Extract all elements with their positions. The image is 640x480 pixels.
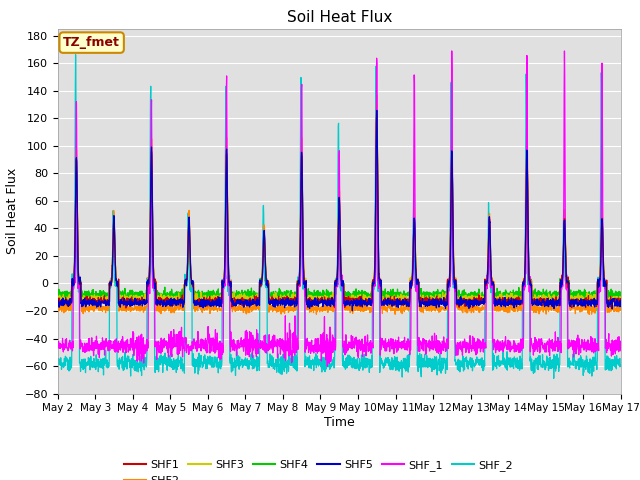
Line: SHF1: SHF1 — [58, 114, 621, 308]
SHF_2 — [211, 360, 219, 366]
X-axis label: Time: Time — [324, 416, 355, 429]
SHF5 — [617, 297, 625, 303]
SHF1 — [211, 296, 219, 301]
SHF4 — [356, 292, 364, 298]
Title: Soil Heat Flux: Soil Heat Flux — [287, 10, 392, 25]
SHF4 — [372, 122, 380, 128]
SHF4 — [617, 293, 625, 299]
SHF3 — [211, 293, 219, 299]
SHF5 — [349, 308, 356, 314]
SHF4 — [568, 295, 575, 301]
SHF_1 — [54, 345, 61, 351]
SHF2 — [568, 302, 575, 308]
SHF1 — [568, 297, 575, 303]
Line: SHF3: SHF3 — [58, 120, 621, 305]
SHF3 — [356, 297, 364, 302]
SHF5 — [54, 297, 61, 302]
SHF_1 — [568, 337, 575, 343]
SHF3 — [368, 297, 376, 303]
SHF3 — [372, 118, 380, 123]
SHF1 — [372, 111, 380, 117]
SHF_1 — [368, 342, 376, 348]
SHF4 — [54, 290, 61, 296]
Y-axis label: Soil Heat Flux: Soil Heat Flux — [6, 168, 19, 254]
Line: SHF_1: SHF_1 — [58, 51, 621, 366]
SHF1 — [368, 299, 376, 304]
SHF5 — [368, 300, 376, 306]
SHF5 — [504, 302, 511, 308]
Line: SHF4: SHF4 — [58, 125, 621, 302]
SHF5 — [373, 108, 381, 113]
SHF3 — [617, 295, 625, 301]
SHF1 — [617, 297, 625, 303]
SHF3 — [568, 296, 575, 302]
Line: SHF5: SHF5 — [58, 110, 621, 311]
Text: TZ_fmet: TZ_fmet — [63, 36, 120, 49]
SHF2 — [586, 312, 593, 317]
SHF_1 — [448, 48, 456, 54]
SHF4 — [368, 289, 376, 295]
SHF2 — [583, 305, 591, 311]
SHF4 — [211, 293, 218, 299]
Line: SHF_2: SHF_2 — [58, 55, 621, 378]
SHF_1 — [323, 363, 331, 369]
SHF_1 — [617, 348, 625, 354]
SHF3 — [54, 296, 61, 301]
SHF1 — [122, 305, 130, 311]
SHF_2 — [568, 360, 575, 366]
SHF1 — [583, 297, 591, 302]
SHF_2 — [54, 358, 61, 364]
SHF4 — [502, 300, 510, 305]
SHF2 — [503, 307, 511, 313]
SHF2 — [211, 303, 218, 309]
SHF4 — [583, 291, 591, 297]
SHF_2 — [503, 349, 511, 355]
SHF5 — [583, 298, 591, 304]
SHF_2 — [550, 375, 557, 381]
SHF3 — [583, 290, 591, 296]
SHF2 — [356, 307, 364, 313]
SHF_2 — [356, 357, 364, 362]
Legend: SHF1, SHF2, SHF3, SHF4, SHF5, SHF_1, SHF_2: SHF1, SHF2, SHF3, SHF4, SHF5, SHF_1, SHF… — [120, 456, 518, 480]
SHF_1 — [356, 346, 364, 352]
SHF2 — [372, 92, 380, 98]
SHF3 — [173, 302, 181, 308]
SHF2 — [368, 307, 376, 312]
SHF5 — [568, 300, 575, 306]
SHF_1 — [504, 346, 511, 351]
SHF5 — [211, 300, 218, 306]
Line: SHF2: SHF2 — [58, 95, 621, 314]
SHF_2 — [583, 363, 591, 369]
SHF_2 — [72, 52, 79, 58]
SHF2 — [54, 308, 61, 313]
SHF_2 — [368, 364, 376, 370]
SHF4 — [504, 292, 511, 298]
SHF5 — [356, 300, 364, 306]
SHF_1 — [583, 339, 591, 345]
SHF_1 — [211, 337, 218, 343]
SHF1 — [54, 298, 61, 303]
SHF3 — [504, 296, 511, 301]
SHF1 — [356, 297, 364, 302]
SHF1 — [504, 300, 511, 306]
SHF_2 — [617, 362, 625, 368]
SHF2 — [617, 306, 625, 312]
